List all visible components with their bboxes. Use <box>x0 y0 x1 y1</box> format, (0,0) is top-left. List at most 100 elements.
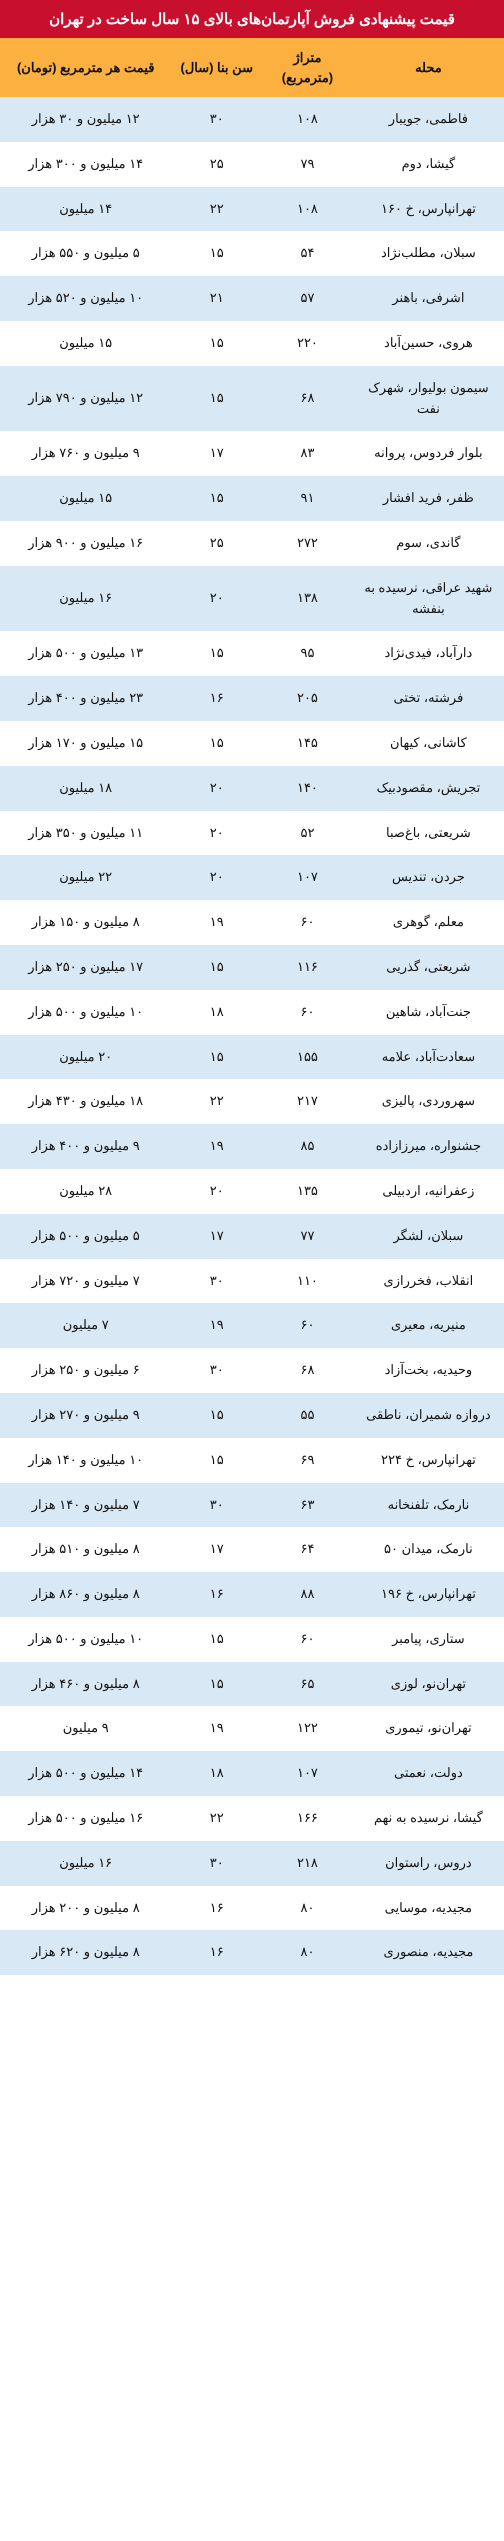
col-area: متراژ (مترمربع) <box>262 38 353 97</box>
table-row: دروازه شمیران، ناطقی۵۵۱۵۹ میلیون و ۲۷۰ ه… <box>0 1393 504 1438</box>
cell-neighborhood: دارآباد، فیدی‌نژاد <box>353 631 504 676</box>
cell-price: ۸ میلیون و ۸۶۰ هزار <box>0 1572 171 1617</box>
cell-neighborhood: اشرفی، باهنر <box>353 276 504 321</box>
cell-age: ۲۵ <box>171 142 262 187</box>
cell-area: ۱۳۸ <box>262 566 353 632</box>
cell-neighborhood: زعفرانیه، اردبیلی <box>353 1169 504 1214</box>
cell-area: ۶۸ <box>262 366 353 432</box>
table-row: گیشا، نرسیده به نهم۱۶۶۲۲۱۶ میلیون و ۵۰۰ … <box>0 1796 504 1841</box>
cell-neighborhood: مجیدیه، منصوری <box>353 1930 504 1975</box>
cell-age: ۱۹ <box>171 1303 262 1348</box>
cell-age: ۱۵ <box>171 1438 262 1483</box>
cell-neighborhood: شهید عراقی، نرسیده به بنفشه <box>353 566 504 632</box>
table-row: سبلان، مطلب‌نژاد۵۴۱۵۵ میلیون و ۵۵۰ هزار <box>0 231 504 276</box>
cell-neighborhood: معلم، گوهری <box>353 900 504 945</box>
cell-area: ۱۰۷ <box>262 1751 353 1796</box>
cell-age: ۳۰ <box>171 1259 262 1304</box>
table-row: جنت‌آباد، شاهین۶۰۱۸۱۰ میلیون و ۵۰۰ هزار <box>0 990 504 1035</box>
cell-price: ۱۱ میلیون و ۳۵۰ هزار <box>0 811 171 856</box>
cell-neighborhood: سبلان، لشگر <box>353 1214 504 1259</box>
page-title: قیمت پیشنهادی فروش آپارتمان‌های بالای ۱۵… <box>0 0 504 38</box>
cell-neighborhood: سهروردی، پالیزی <box>353 1079 504 1124</box>
cell-age: ۳۰ <box>171 1483 262 1528</box>
cell-neighborhood: شریعتی، باغ‌صبا <box>353 811 504 856</box>
cell-price: ۱۴ میلیون <box>0 187 171 232</box>
cell-neighborhood: کاشانی، کیهان <box>353 721 504 766</box>
cell-age: ۱۵ <box>171 1617 262 1662</box>
table-row: وحیدیه، بخت‌آزاد۶۸۳۰۶ میلیون و ۲۵۰ هزار <box>0 1348 504 1393</box>
cell-area: ۵۷ <box>262 276 353 321</box>
cell-price: ۱۵ میلیون <box>0 321 171 366</box>
cell-area: ۸۵ <box>262 1124 353 1169</box>
cell-age: ۲۲ <box>171 1796 262 1841</box>
cell-price: ۱۳ میلیون و ۵۰۰ هزار <box>0 631 171 676</box>
table-row: معلم، گوهری۶۰۱۹۸ میلیون و ۱۵۰ هزار <box>0 900 504 945</box>
table-row: منیریه، معیری۶۰۱۹۷ میلیون <box>0 1303 504 1348</box>
table-row: ظفر، فرید افشار۹۱۱۵۱۵ میلیون <box>0 476 504 521</box>
col-price: قیمت هر مترمربع (تومان) <box>0 38 171 97</box>
cell-area: ۷۷ <box>262 1214 353 1259</box>
table-row: ستاری، پیامبر۶۰۱۵۱۰ میلیون و ۵۰۰ هزار <box>0 1617 504 1662</box>
table-row: جردن، تندیس۱۰۷۲۰۲۲ میلیون <box>0 855 504 900</box>
cell-age: ۱۵ <box>171 1662 262 1707</box>
cell-neighborhood: تهران‌نو، تیموری <box>353 1706 504 1751</box>
cell-area: ۱۲۲ <box>262 1706 353 1751</box>
cell-neighborhood: بلوار فردوس، پروانه <box>353 431 504 476</box>
cell-price: ۱۵ میلیون و ۱۷۰ هزار <box>0 721 171 766</box>
cell-price: ۱۷ میلیون و ۲۵۰ هزار <box>0 945 171 990</box>
cell-age: ۱۵ <box>171 366 262 432</box>
cell-age: ۱۶ <box>171 1572 262 1617</box>
cell-area: ۸۳ <box>262 431 353 476</box>
cell-area: ۱۰۸ <box>262 97 353 142</box>
table-row: جشنواره، میرزازاده۸۵۱۹۹ میلیون و ۴۰۰ هزا… <box>0 1124 504 1169</box>
cell-age: ۱۷ <box>171 1214 262 1259</box>
cell-age: ۱۵ <box>171 476 262 521</box>
cell-age: ۱۷ <box>171 1527 262 1572</box>
cell-age: ۳۰ <box>171 1348 262 1393</box>
cell-age: ۱۵ <box>171 321 262 366</box>
cell-area: ۶۳ <box>262 1483 353 1528</box>
cell-price: ۱۶ میلیون و ۹۰۰ هزار <box>0 521 171 566</box>
cell-neighborhood: گیشا، دوم <box>353 142 504 187</box>
table-row: سیمون بولیوار، شهرک نفت۶۸۱۵۱۲ میلیون و ۷… <box>0 366 504 432</box>
cell-area: ۵۴ <box>262 231 353 276</box>
cell-area: ۸۰ <box>262 1930 353 1975</box>
cell-price: ۷ میلیون و ۱۴۰ هزار <box>0 1483 171 1528</box>
cell-neighborhood: تجریش، مقصودبیک <box>353 766 504 811</box>
cell-neighborhood: تهرانپارس، خ ۱۶۰ <box>353 187 504 232</box>
cell-price: ۷ میلیون <box>0 1303 171 1348</box>
cell-area: ۱۴۵ <box>262 721 353 766</box>
cell-neighborhood: سعادت‌آباد، علامه <box>353 1035 504 1080</box>
cell-neighborhood: هروی، حسین‌آباد <box>353 321 504 366</box>
cell-area: ۱۵۵ <box>262 1035 353 1080</box>
cell-area: ۲۱۸ <box>262 1841 353 1886</box>
table-row: دروس، راستوان۲۱۸۳۰۱۶ میلیون <box>0 1841 504 1886</box>
table-row: شریعتی، باغ‌صبا۵۲۲۰۱۱ میلیون و ۳۵۰ هزار <box>0 811 504 856</box>
table-row: سهروردی، پالیزی۲۱۷۲۲۱۸ میلیون و ۴۳۰ هزار <box>0 1079 504 1124</box>
cell-age: ۱۸ <box>171 1751 262 1796</box>
cell-area: ۱۱۶ <box>262 945 353 990</box>
cell-age: ۲۰ <box>171 766 262 811</box>
cell-area: ۶۰ <box>262 1617 353 1662</box>
cell-price: ۹ میلیون <box>0 1706 171 1751</box>
cell-area: ۶۰ <box>262 990 353 1035</box>
table-row: کاشانی، کیهان۱۴۵۱۵۱۵ میلیون و ۱۷۰ هزار <box>0 721 504 766</box>
cell-neighborhood: جشنواره، میرزازاده <box>353 1124 504 1169</box>
cell-price: ۵ میلیون و ۵۰۰ هزار <box>0 1214 171 1259</box>
cell-age: ۱۸ <box>171 990 262 1035</box>
cell-neighborhood: ستاری، پیامبر <box>353 1617 504 1662</box>
cell-age: ۲۲ <box>171 1079 262 1124</box>
cell-price: ۲۰ میلیون <box>0 1035 171 1080</box>
cell-price: ۱۰ میلیون و ۵۰۰ هزار <box>0 1617 171 1662</box>
cell-price: ۸ میلیون و ۱۵۰ هزار <box>0 900 171 945</box>
cell-area: ۲۷۲ <box>262 521 353 566</box>
table-row: هروی، حسین‌آباد۲۲۰۱۵۱۵ میلیون <box>0 321 504 366</box>
cell-age: ۱۵ <box>171 1393 262 1438</box>
cell-neighborhood: دروس، راستوان <box>353 1841 504 1886</box>
cell-price: ۸ میلیون و ۶۲۰ هزار <box>0 1930 171 1975</box>
cell-area: ۲۰۵ <box>262 676 353 721</box>
table-row: سبلان، لشگر۷۷۱۷۵ میلیون و ۵۰۰ هزار <box>0 1214 504 1259</box>
cell-price: ۹ میلیون و ۲۷۰ هزار <box>0 1393 171 1438</box>
cell-price: ۲۳ میلیون و ۴۰۰ هزار <box>0 676 171 721</box>
cell-area: ۶۰ <box>262 900 353 945</box>
